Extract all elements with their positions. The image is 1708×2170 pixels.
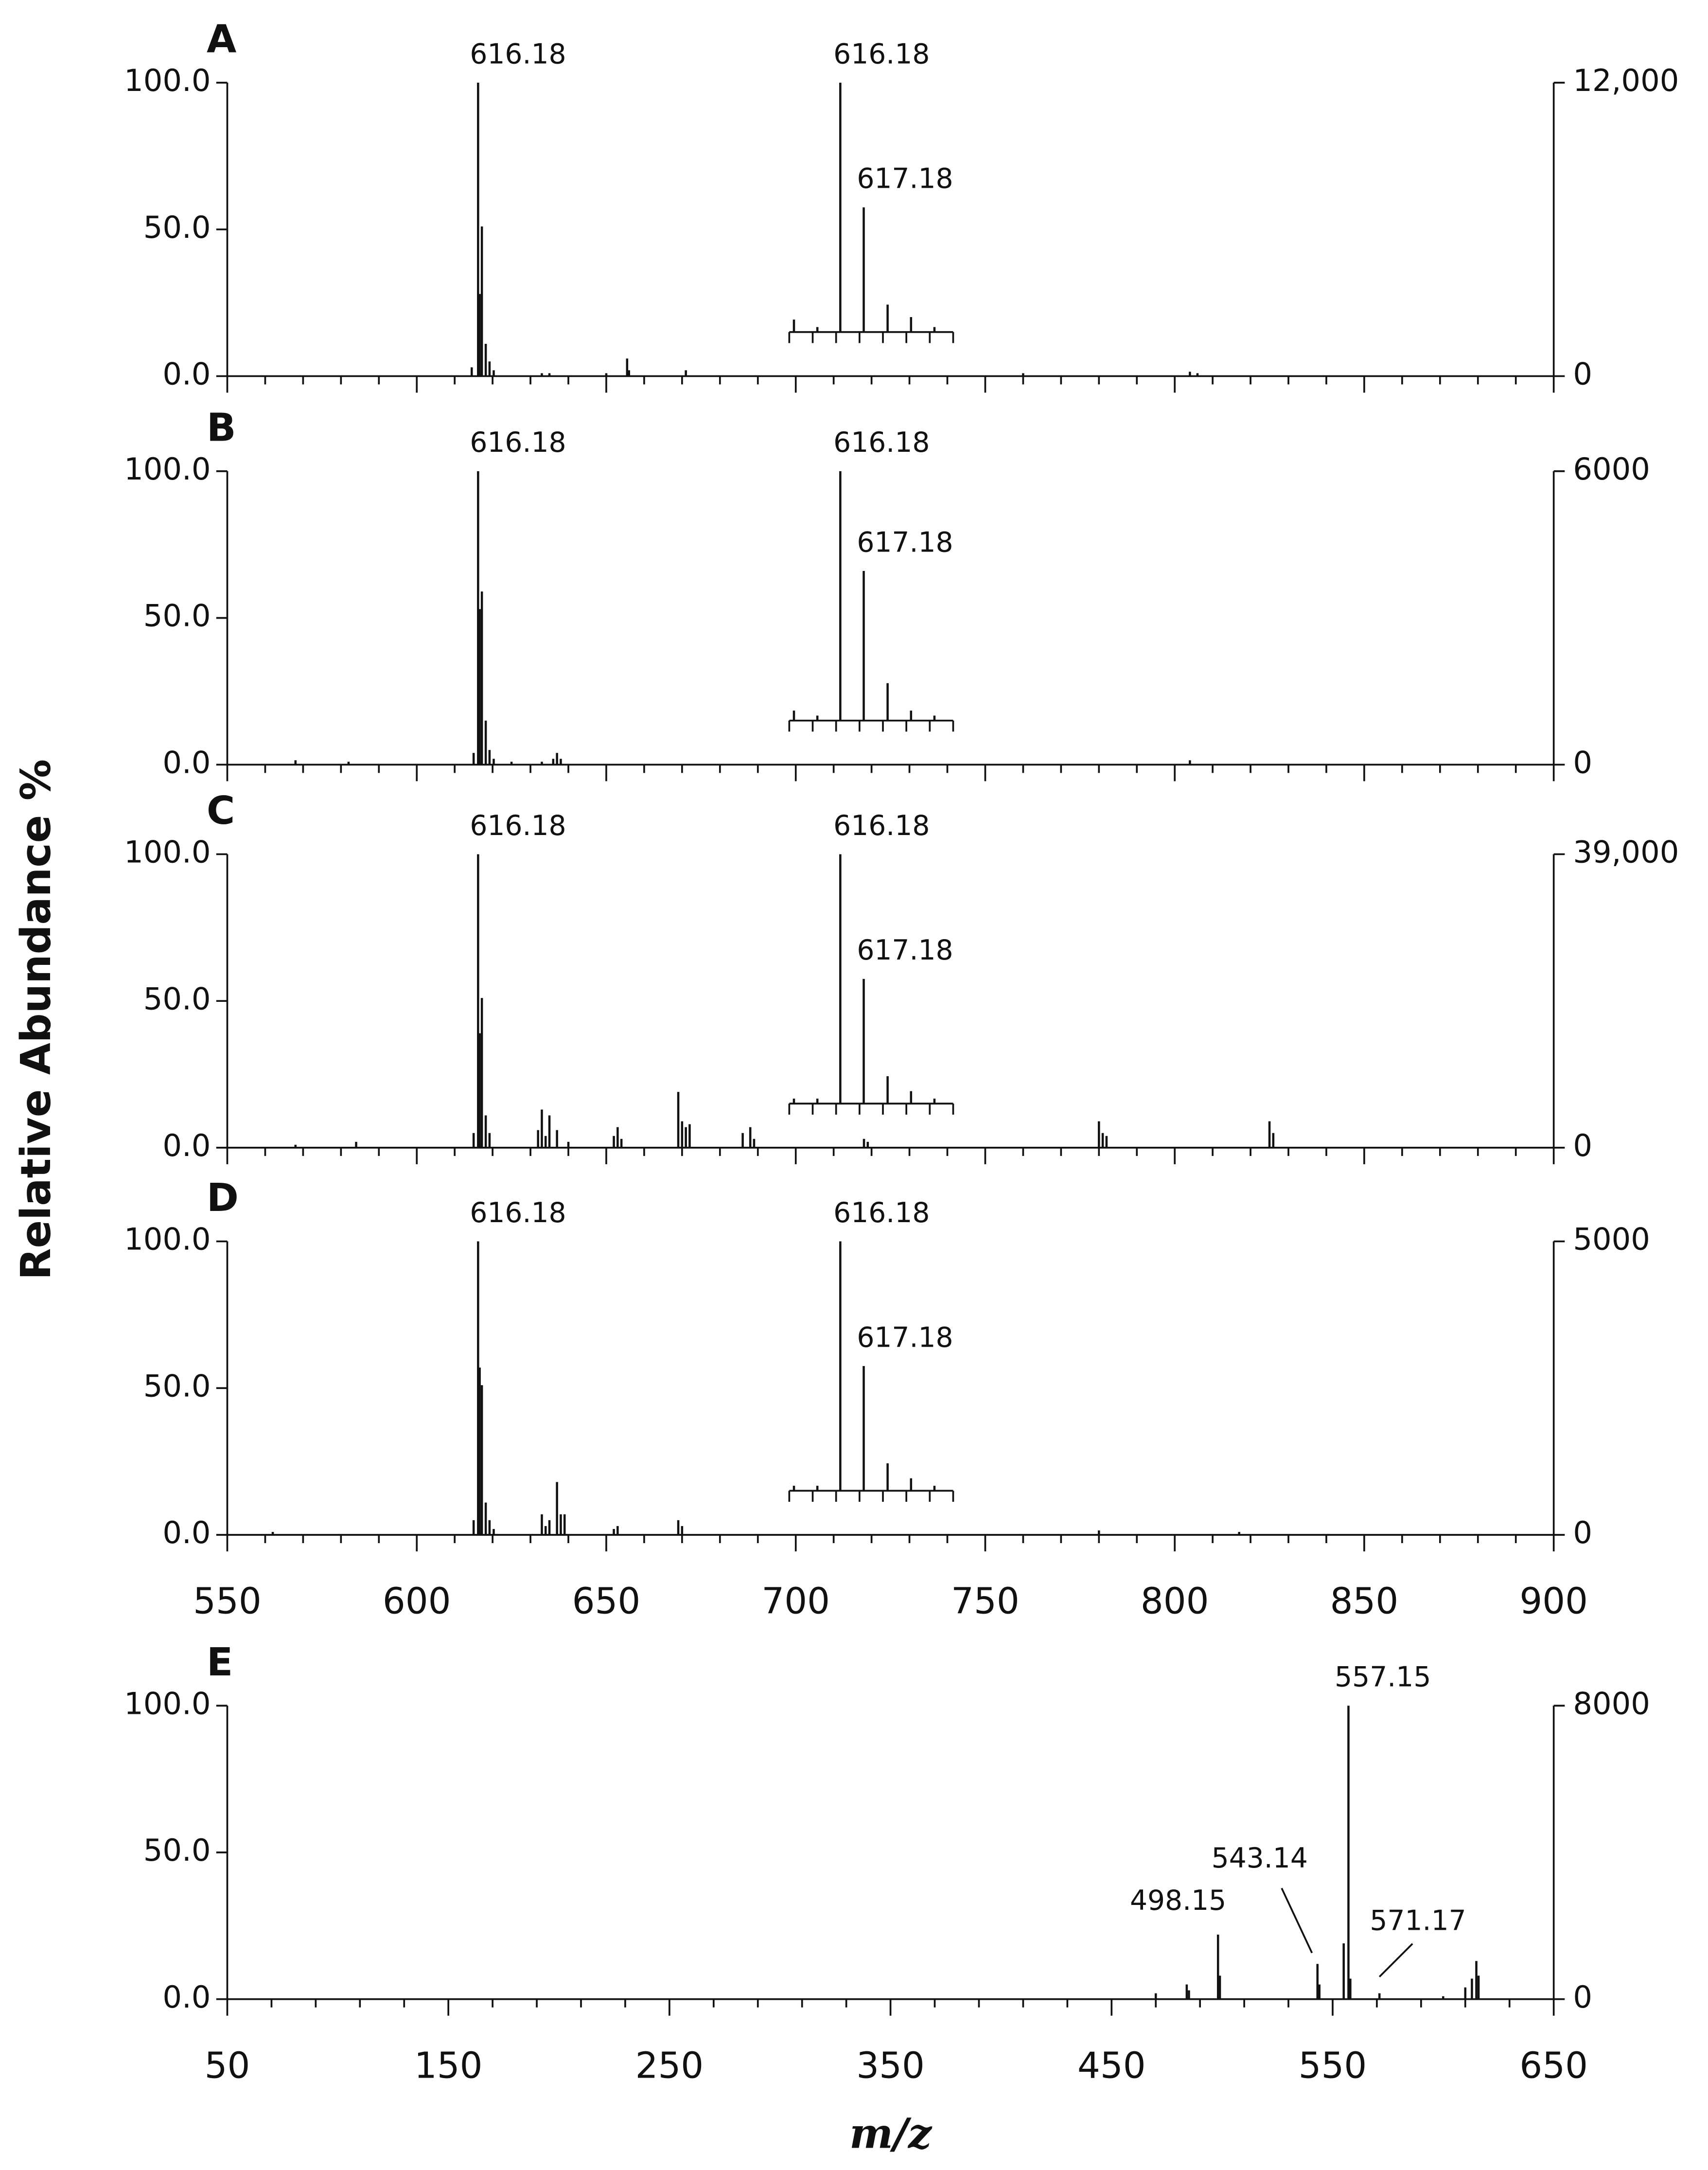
inset-peak-label: 617.18 — [857, 163, 953, 195]
peak-label: 616.18 — [470, 810, 566, 842]
x-tick-label: 550 — [1299, 2045, 1367, 2086]
x-tick-label: 450 — [1077, 2045, 1146, 2086]
peak-label: 498.15 — [1130, 1885, 1226, 1917]
panel-title: C — [207, 788, 235, 833]
y-tick-label: 50.0 — [143, 1368, 211, 1404]
x-tick-label: 800 — [1141, 1581, 1209, 1622]
y-tick-label: 50.0 — [143, 981, 211, 1016]
panel-title: B — [207, 405, 236, 450]
y-tick-label: 0.0 — [162, 1979, 211, 2015]
y2-tick-label: 12,000 — [1573, 63, 1679, 98]
inset-peak-label: 616.18 — [833, 1197, 930, 1229]
inset-peak-label: 616.18 — [833, 810, 930, 842]
y-tick-label: 0.0 — [162, 356, 211, 391]
x-tick-label: 850 — [1330, 1581, 1399, 1622]
x-tick-label: 650 — [1519, 2045, 1588, 2086]
y-tick-label: 50.0 — [143, 598, 211, 634]
y2-tick-label: 6000 — [1573, 451, 1650, 487]
y2-tick-label: 0 — [1573, 745, 1592, 780]
y-tick-label: 0.0 — [162, 745, 211, 780]
peak-label: 543.14 — [1212, 1842, 1308, 1874]
peak-label: 616.18 — [470, 1197, 566, 1229]
y-tick-label: 100.0 — [124, 1686, 211, 1721]
y2-tick-label: 5000 — [1573, 1222, 1650, 1257]
x-tick-label: 700 — [761, 1581, 830, 1622]
y2-tick-label: 39,000 — [1573, 835, 1679, 870]
y-tick-label: 100.0 — [124, 63, 211, 98]
y-tick-label: 100.0 — [124, 451, 211, 487]
peak-label: 571.17 — [1370, 1904, 1466, 1937]
y2-tick-label: 0 — [1573, 1515, 1592, 1550]
x-tick-label: 600 — [383, 1581, 451, 1622]
panel-title: A — [207, 17, 236, 62]
y-tick-label: 50.0 — [143, 1832, 211, 1868]
peak-label: 616.18 — [470, 427, 566, 459]
leader-line — [1378, 1943, 1413, 1977]
y2-tick-label: 0 — [1573, 1979, 1592, 2015]
x-tick-label: 900 — [1519, 1581, 1588, 1622]
y-axis-label: Relative Abundance % — [12, 759, 60, 1280]
x-tick-label: 250 — [635, 2045, 704, 2086]
y-tick-label: 100.0 — [124, 1222, 211, 1257]
x-tick-label: 50 — [205, 2045, 250, 2086]
inset-peak-label: 617.18 — [857, 526, 953, 558]
y2-tick-label: 8000 — [1573, 1686, 1650, 1721]
inset-peak-label: 616.18 — [833, 427, 930, 459]
inset-peak-label: 617.18 — [857, 934, 953, 966]
peak-label: 557.15 — [1335, 1661, 1431, 1693]
panel-title: D — [207, 1175, 239, 1220]
leader-line — [1281, 1887, 1313, 1954]
y2-tick-label: 0 — [1573, 1128, 1592, 1163]
x-tick-label: 750 — [951, 1581, 1020, 1622]
y-tick-label: 0.0 — [162, 1515, 211, 1550]
inset-peak-label: 616.18 — [833, 38, 930, 70]
x-tick-label: 550 — [193, 1581, 262, 1622]
x-tick-label: 350 — [856, 2045, 925, 2086]
y2-tick-label: 0 — [1573, 356, 1592, 391]
inset-peak-label: 617.18 — [857, 1321, 953, 1353]
panel-title: E — [207, 1639, 233, 1685]
x-axis-label: m/z — [849, 2110, 933, 2158]
x-tick-label: 650 — [572, 1581, 641, 1622]
y-tick-label: 100.0 — [124, 835, 211, 870]
y-tick-label: 50.0 — [143, 210, 211, 245]
peak-label: 616.18 — [470, 38, 566, 70]
x-tick-label: 150 — [414, 2045, 483, 2086]
y-tick-label: 0.0 — [162, 1128, 211, 1163]
